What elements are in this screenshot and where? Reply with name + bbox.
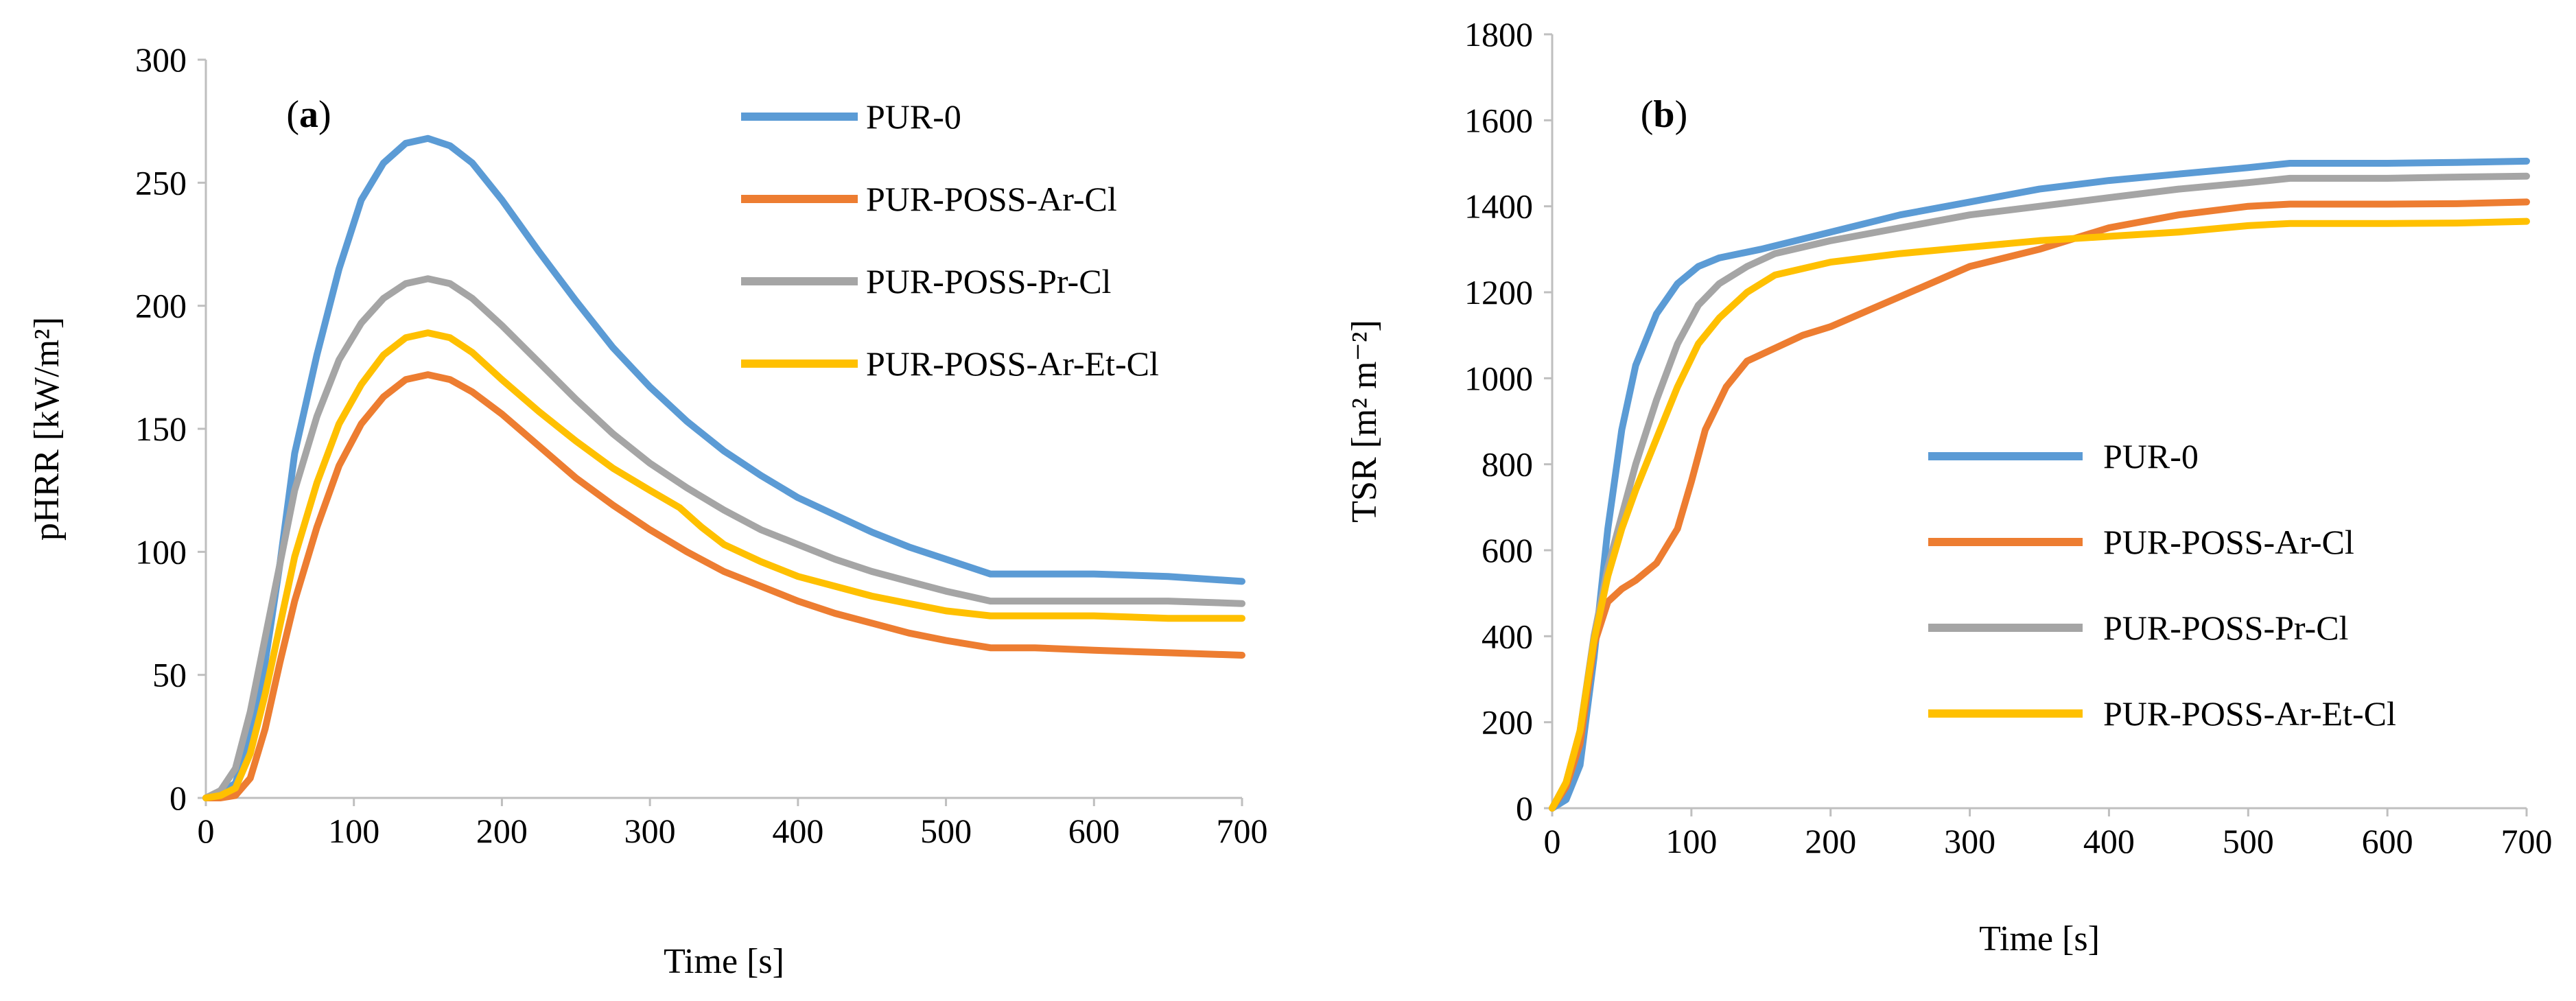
x-tick-label: 100 bbox=[328, 812, 379, 850]
y-tick-label: 1000 bbox=[1464, 359, 1533, 397]
series-line-pur-poss-ar-cl bbox=[1549, 198, 2530, 812]
x-tick-label: 400 bbox=[772, 812, 823, 850]
legend-label: PUR-0 bbox=[2103, 437, 2199, 475]
chart-panel-a: 0 50 100 150 200 250 300 0 100 200 300 400 500 600 700… bbox=[27, 40, 1268, 981]
legend-label: PUR-POSS-Ar-Cl bbox=[866, 180, 1117, 218]
y-tick-label: 800 bbox=[1482, 445, 1533, 484]
y-tick-label: 300 bbox=[135, 40, 187, 79]
x-tick-label: 100 bbox=[1665, 822, 1717, 860]
x-tick-label: 600 bbox=[1068, 812, 1120, 850]
y-tick-label: 200 bbox=[1482, 703, 1533, 742]
y-tick-label: 0 bbox=[169, 779, 187, 817]
y-tick-label: 1200 bbox=[1464, 273, 1533, 311]
x-tick-label: 300 bbox=[624, 812, 676, 850]
series-line-pur-poss-ar-et-cl bbox=[1549, 217, 2530, 812]
y-tick-label: 50 bbox=[152, 656, 187, 694]
y-axis-title: pHRR [kW/m²] bbox=[27, 317, 67, 541]
legend: PUR-0 PUR-POSS-Ar-Cl PUR-POSS-Pr-Cl PUR-POS… bbox=[1928, 437, 2396, 733]
series-line-pur-poss-ar-cl bbox=[202, 371, 1245, 801]
x-tick-label: 0 bbox=[198, 812, 215, 850]
series-line-pur-poss-pr-cl bbox=[202, 275, 1245, 801]
y-tick-label: 600 bbox=[1482, 531, 1533, 569]
series-line-pur-0 bbox=[1549, 157, 2530, 812]
series-line-pur-poss-ar-et-cl bbox=[202, 329, 1245, 801]
x-axis-title: Time [s] bbox=[1979, 919, 2100, 958]
x-tick-label: 600 bbox=[2362, 822, 2413, 860]
panel-label: (b) bbox=[1641, 93, 1687, 136]
y-tick-label: 1800 bbox=[1464, 15, 1533, 54]
panel-label: (a) bbox=[286, 93, 331, 136]
y-tick-label: 250 bbox=[135, 163, 187, 202]
y-tick-label: 1600 bbox=[1464, 101, 1533, 139]
x-tick-label: 200 bbox=[476, 812, 528, 850]
x-tick-label: 500 bbox=[920, 812, 972, 850]
x-tick-label: 500 bbox=[2223, 822, 2274, 860]
x-tick-label: 0 bbox=[1544, 822, 1561, 860]
legend-label: PUR-POSS-Ar-Cl bbox=[2103, 523, 2354, 561]
chart-panel-b: 0 200 400 600 800 1000 1200 1400 1600 1800 0 100 200… bbox=[1345, 15, 2553, 958]
x-tick-label: 400 bbox=[2083, 822, 2135, 860]
y-tick-label: 150 bbox=[135, 410, 187, 448]
legend-label: PUR-POSS-Ar-Et-Cl bbox=[2103, 694, 2396, 733]
x-tick-label: 700 bbox=[1217, 812, 1268, 850]
y-tick-label: 400 bbox=[1482, 617, 1533, 655]
y-tick-label: 1400 bbox=[1464, 187, 1533, 226]
legend-label: PUR-POSS-Pr-Cl bbox=[2103, 609, 2348, 647]
series-line-pur-0 bbox=[202, 134, 1245, 801]
legend-label: PUR-POSS-Pr-Cl bbox=[866, 262, 1111, 301]
y-tick-label: 100 bbox=[135, 532, 187, 571]
y-tick-label: 0 bbox=[1516, 789, 1533, 827]
legend-label: PUR-POSS-Ar-Et-Cl bbox=[866, 344, 1159, 383]
legend: PUR-0 PUR-POSS-Ar-Cl PUR-POSS-Pr-Cl PUR-POS… bbox=[741, 97, 1159, 383]
y-axis-title: TSR [m² m⁻²] bbox=[1345, 320, 1384, 523]
y-tick-label: 200 bbox=[135, 287, 187, 325]
x-tick-label: 700 bbox=[2501, 822, 2553, 860]
x-tick-label: 200 bbox=[1805, 822, 1856, 860]
x-axis-title: Time [s] bbox=[664, 942, 784, 981]
legend-label: PUR-0 bbox=[866, 97, 961, 136]
x-tick-label: 300 bbox=[1944, 822, 1995, 860]
